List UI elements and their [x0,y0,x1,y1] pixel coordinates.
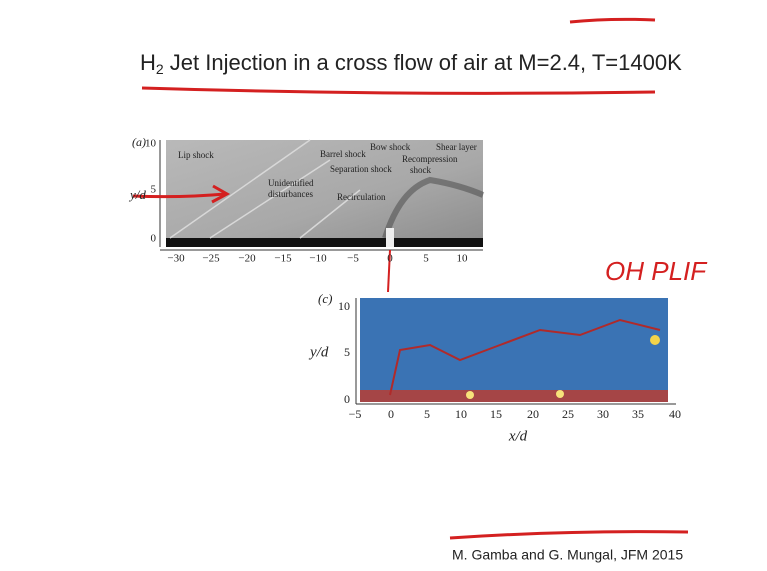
x-tick-label: 0 [387,253,393,265]
x-tick-label: −10 [309,253,327,265]
jet-inlet [386,228,394,247]
x-label: x/d [508,428,528,444]
annotation: Bow shock [370,142,411,152]
y-tick-label: 5 [151,184,157,196]
annotation: Recirculation [337,192,386,202]
x-tick-label: 30 [597,407,609,421]
annotation: Barrel shock [320,149,366,159]
y-tick-label: 0 [151,233,157,245]
y-label: y/d [308,344,329,360]
x-tick-label: 5 [424,407,430,421]
annotation: Recompression [402,154,458,164]
x-tick-label: 40 [669,407,681,421]
hot-spot [556,390,564,398]
panel-label: (a) [132,135,146,149]
plif-image [360,298,668,402]
red-underline [142,88,655,93]
x-tick-label: −5 [349,407,362,421]
wall [166,238,483,247]
flame-base [360,390,668,402]
annotation: shock [410,165,431,175]
slide-title: H2 Jet Injection in a cross flow of air … [140,50,682,77]
handwritten-note: OH PLIF [605,256,708,286]
annotation: Unidentified [268,178,314,188]
citation: M. Gamba and G. Mungal, JFM 2015 [452,547,683,563]
x-tick-label: −15 [274,253,292,265]
x-tick-label: 35 [632,407,644,421]
annotation: Shear layer [436,142,477,152]
x-tick-label: −5 [347,253,359,265]
slide: H2 Jet Injection in a cross flow of air … [0,0,767,571]
title-main: H [140,50,156,75]
x-tick-label: −30 [167,253,185,265]
x-tick-label: 0 [388,407,394,421]
panel-label: (c) [318,291,332,306]
y-label: y/d [128,187,146,202]
x-tick-label: −25 [202,253,220,265]
y-tick-label: 0 [344,392,350,406]
x-tick-label: 20 [527,407,539,421]
red-underline [450,532,688,538]
hot-spot [650,335,660,345]
figure-c [356,298,676,404]
y-tick-label: 5 [344,345,350,359]
x-tick-label: 25 [562,407,574,421]
annotation: Lip shock [178,150,214,160]
annotation: disturbances [268,189,313,199]
title-subscript: 2 [156,61,164,77]
x-tick-label: 10 [455,407,467,421]
hot-spot [466,391,474,399]
annotation: Separation shock [330,164,392,174]
x-tick-label: 5 [423,253,429,265]
y-tick-label: 10 [338,299,350,313]
title-rest: Jet Injection in a cross flow of air at … [164,50,682,75]
x-tick-label: 10 [457,253,469,265]
x-tick-label: −20 [238,253,256,265]
y-tick-label: 10 [145,138,157,150]
slide-canvas: H2 Jet Injection in a cross flow of air … [0,0,767,571]
red-stroke [570,19,655,22]
x-tick-label: 15 [490,407,502,421]
